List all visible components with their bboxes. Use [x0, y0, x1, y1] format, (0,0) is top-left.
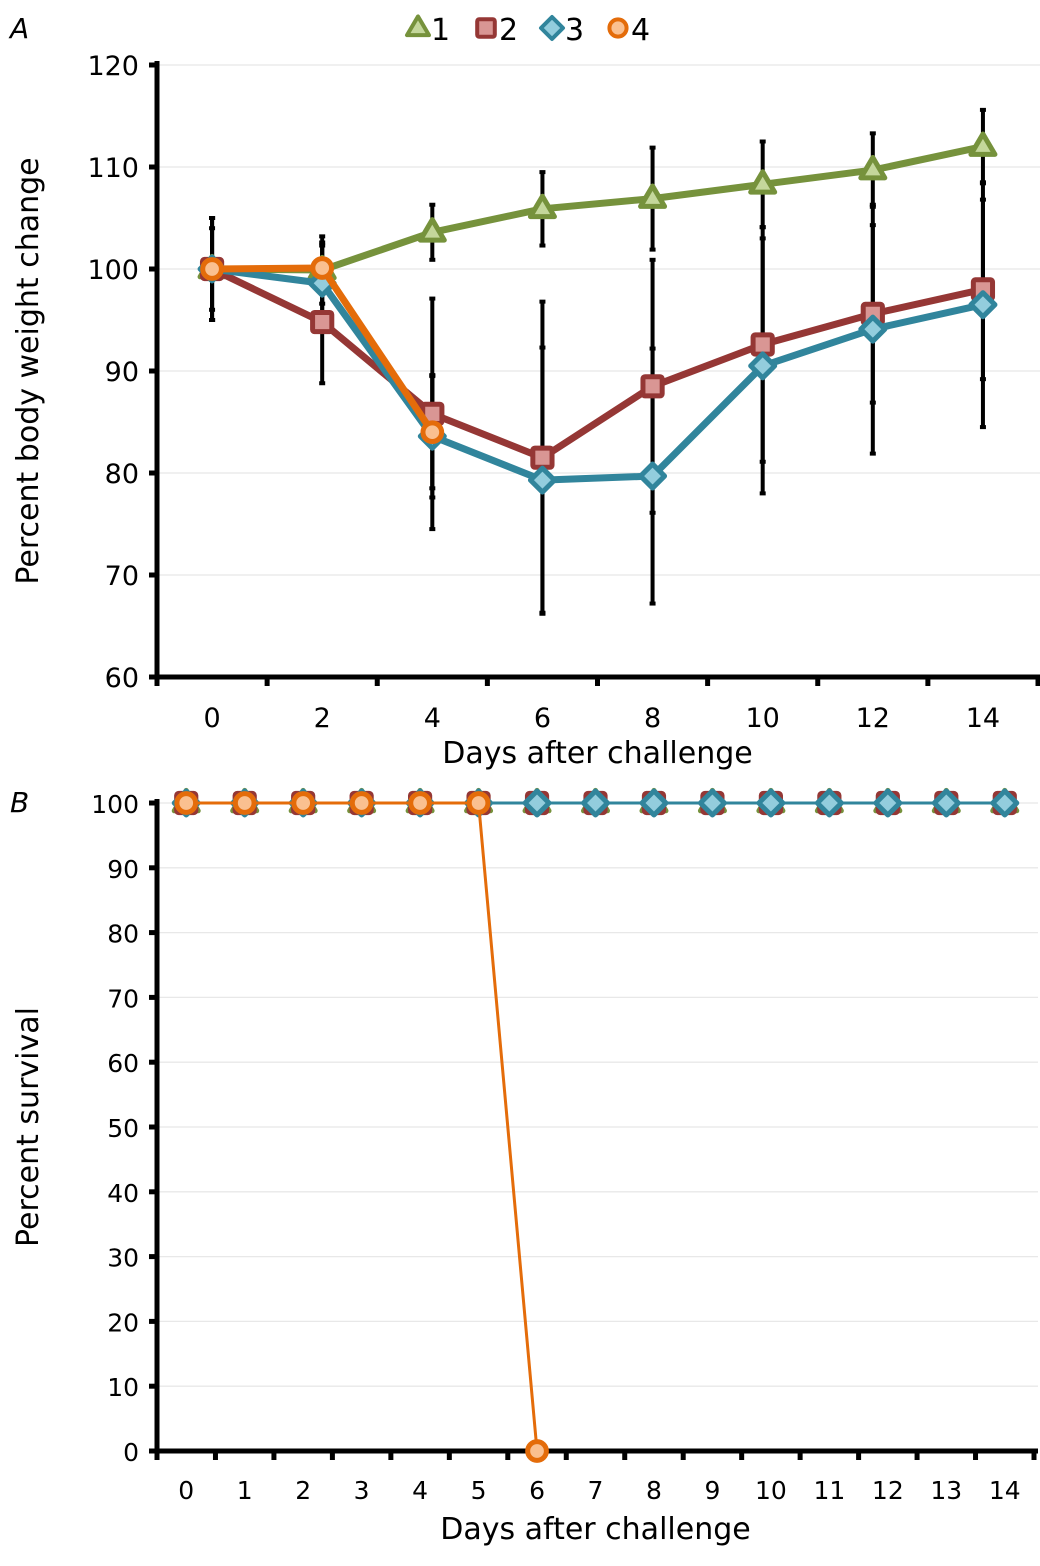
x-tick-label: 2	[314, 703, 331, 734]
series-3-point	[873, 788, 903, 818]
y-tick-label: 10	[107, 1373, 139, 1402]
series-4-point	[525, 1439, 549, 1463]
legend-marker-circle-icon	[607, 17, 629, 39]
legend-marker-triangle-icon	[405, 14, 431, 38]
x-tick-label: 14	[966, 703, 1000, 734]
legend-label-3: 3	[565, 13, 584, 48]
series-4-point	[408, 791, 432, 815]
series-3-point	[858, 314, 888, 344]
series-2-line	[210, 265, 984, 462]
x-tick-label: 8	[646, 1476, 662, 1505]
panel-label: B	[10, 786, 29, 819]
series-3-line	[211, 265, 984, 484]
x-axis-title: Days after challenge	[442, 736, 752, 771]
y-tick-label: 90	[107, 855, 139, 884]
series-2-point	[310, 309, 335, 335]
legend-marker-diamond-icon	[539, 15, 565, 41]
y-tick-label: 110	[87, 153, 139, 184]
x-tick-label: 13	[930, 1476, 962, 1505]
series-4-point	[174, 791, 199, 815]
series-2-point	[530, 445, 555, 470]
series-1-point	[748, 169, 778, 195]
x-tick-label: 12	[872, 1476, 904, 1505]
x-tick-label: 0	[203, 703, 220, 734]
x-tick-label: 9	[704, 1476, 720, 1505]
y-tick-label: 50	[107, 1114, 139, 1143]
series-4-point	[466, 791, 491, 815]
series-4-point	[349, 791, 374, 815]
legend-marker-square-icon	[475, 17, 497, 39]
series-1-point	[527, 193, 557, 220]
y-tick-label: 90	[105, 357, 139, 388]
series-3-point	[814, 788, 844, 818]
series-1-point	[638, 183, 668, 209]
series-3-point	[581, 788, 610, 818]
y-tick-label: 60	[107, 1049, 139, 1078]
x-tick-label: 4	[412, 1476, 428, 1505]
series-2-point	[750, 332, 775, 357]
series-3-point	[522, 788, 552, 818]
y-axis-title: Percent body weight change	[11, 157, 46, 584]
x-tick-label: 8	[644, 703, 661, 734]
series-4-point	[200, 257, 224, 281]
series-4-point	[310, 256, 335, 280]
y-tick-label: 80	[105, 459, 139, 490]
series-4-point	[232, 791, 257, 815]
x-tick-label: 6	[534, 703, 551, 734]
x-tick-label: 7	[588, 1476, 604, 1505]
x-tick-label: 10	[746, 703, 780, 734]
x-tick-label: 1	[237, 1476, 253, 1505]
series-3-point	[756, 788, 786, 818]
y-axis-title: Percent survival	[11, 1007, 46, 1247]
y-tick-label: 40	[107, 1179, 139, 1208]
y-tick-label: 20	[107, 1308, 139, 1337]
series-3-point	[527, 465, 557, 495]
series-3-point	[697, 788, 727, 818]
series-3-point	[990, 788, 1020, 818]
series-3-point	[931, 788, 961, 818]
y-tick-label: 0	[123, 1438, 139, 1467]
series-3-point	[748, 351, 778, 381]
x-tick-label: 2	[295, 1476, 311, 1505]
panel-label: A	[8, 12, 29, 45]
x-tick-label: 12	[856, 703, 890, 734]
y-tick-label: 70	[107, 984, 139, 1013]
series-3-point	[639, 788, 669, 818]
series-3-point	[638, 461, 668, 491]
x-tick-label: 5	[471, 1476, 487, 1505]
x-axis-title: Days after challenge	[440, 1512, 750, 1547]
legend-label-2: 2	[499, 13, 518, 48]
series-3-point	[968, 290, 998, 320]
x-tick-label: 6	[529, 1476, 545, 1505]
series-1-point	[417, 217, 447, 243]
x-tick-label: 11	[813, 1476, 845, 1505]
y-tick-label: 30	[107, 1244, 139, 1273]
x-tick-label: 0	[178, 1476, 194, 1505]
series-1-point	[858, 154, 888, 181]
y-tick-label: 100	[91, 790, 139, 819]
series-4-point	[291, 791, 316, 815]
legend-label-4: 4	[631, 13, 650, 48]
x-tick-label: 3	[354, 1476, 370, 1505]
x-tick-label: 4	[424, 703, 441, 734]
y-tick-label: 60	[105, 663, 139, 694]
x-tick-label: 14	[989, 1476, 1021, 1505]
series-1-point	[968, 131, 998, 157]
series-1-line	[212, 143, 984, 274]
x-tick-label: 10	[755, 1476, 787, 1505]
y-tick-label: 100	[87, 255, 139, 286]
legend: 1 2 3 4	[405, 13, 650, 48]
y-tick-label: 80	[107, 920, 139, 949]
series-2-point	[640, 374, 665, 399]
legend-label-1: 1	[431, 13, 450, 48]
y-tick-label: 70	[105, 561, 139, 592]
y-tick-label: 120	[87, 51, 139, 82]
series-4-point	[420, 420, 445, 445]
